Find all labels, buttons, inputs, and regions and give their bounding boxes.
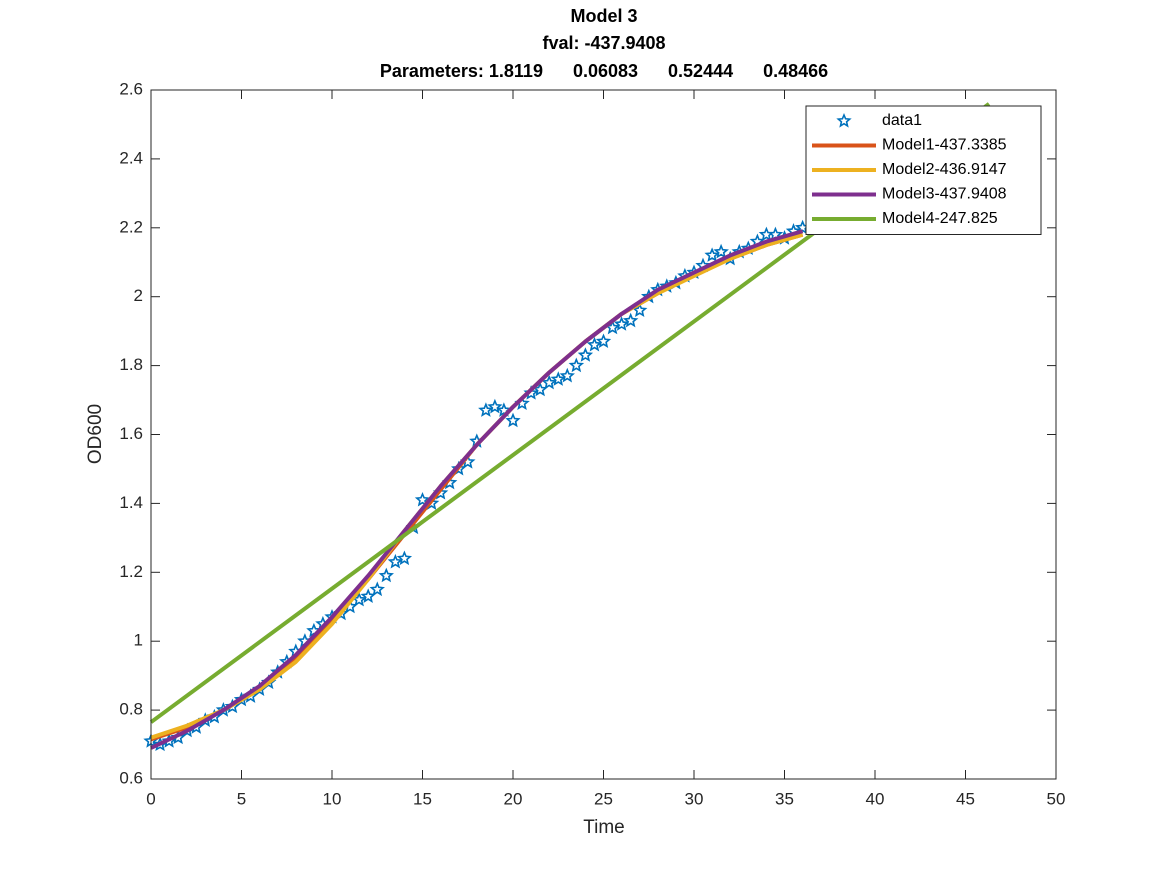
data-point: [414, 491, 431, 507]
data-point: [487, 398, 503, 414]
model-line: [150, 232, 804, 742]
y-tick-label: 0.6: [119, 768, 143, 787]
y-tick-label: 1.2: [119, 562, 143, 581]
x-tick-label: 10: [323, 789, 342, 808]
data-point: [496, 402, 512, 417]
model-line: [150, 232, 804, 740]
y-tick-label: 1.8: [119, 355, 143, 374]
legend-label: Model1-437.3385: [882, 137, 1007, 154]
data-point: [713, 243, 729, 259]
data-point: [387, 553, 404, 569]
data-point: [550, 371, 567, 386]
legend: data1 Model1-437.3385 Model2-436.9147 Model…: [805, 105, 1042, 235]
y-tick-label: 2: [134, 286, 143, 305]
x-tick-label: 20: [504, 789, 523, 808]
legend-marker: [836, 112, 852, 128]
data-point: [378, 567, 394, 583]
x-tick-label: 0: [146, 789, 155, 808]
data-point: [360, 588, 376, 603]
x-axis-label: Time: [583, 817, 625, 838]
x-tick-label: 30: [685, 789, 704, 808]
data-point: [568, 357, 585, 373]
x-tick-label: 5: [237, 789, 246, 808]
y-axis-label: OD600: [85, 404, 106, 464]
data-point: [586, 336, 603, 352]
data-point: [541, 374, 557, 390]
x-tick-label: 25: [594, 789, 613, 808]
y-tick-label: 1: [134, 631, 143, 650]
x-tick-label: 50: [1047, 789, 1066, 808]
data-point: [478, 402, 494, 417]
y-tick-label: 2.2: [119, 217, 143, 236]
data-point: [396, 550, 413, 566]
model-line: [150, 229, 804, 750]
y-tick-label: 2.6: [119, 79, 143, 98]
data-point: [704, 247, 720, 262]
data-point: [559, 367, 575, 383]
data-point: [595, 333, 612, 348]
data-point: [622, 312, 639, 328]
x-tick-label: 35: [775, 789, 794, 808]
data-point: [632, 302, 648, 317]
data-point: [369, 581, 385, 597]
legend-label: Model4-247.825: [882, 210, 998, 227]
data-point: [451, 460, 467, 476]
data-point: [613, 316, 630, 331]
chart-subtitle: Parameters: 1.8119 0.06083 0.52444 0.484…: [380, 61, 828, 81]
x-tick-label: 15: [413, 789, 432, 808]
legend-label: Model3-437.9408: [882, 186, 1007, 203]
chart-title: Model 3: [570, 6, 637, 26]
legend-label: data1: [882, 112, 922, 129]
x-tick-label: 40: [866, 789, 885, 808]
y-tick-label: 2.4: [119, 148, 143, 167]
chart-subtitle: fval: -437.9408: [542, 33, 665, 53]
y-tick-label: 1.6: [119, 424, 143, 443]
data-point: [577, 347, 594, 362]
legend-label: Model2-436.9147: [882, 161, 1007, 178]
y-tick-label: 0.8: [119, 700, 143, 719]
x-tick-label: 45: [956, 789, 975, 808]
data-point: [505, 412, 521, 428]
y-tick-label: 1.4: [119, 493, 143, 512]
